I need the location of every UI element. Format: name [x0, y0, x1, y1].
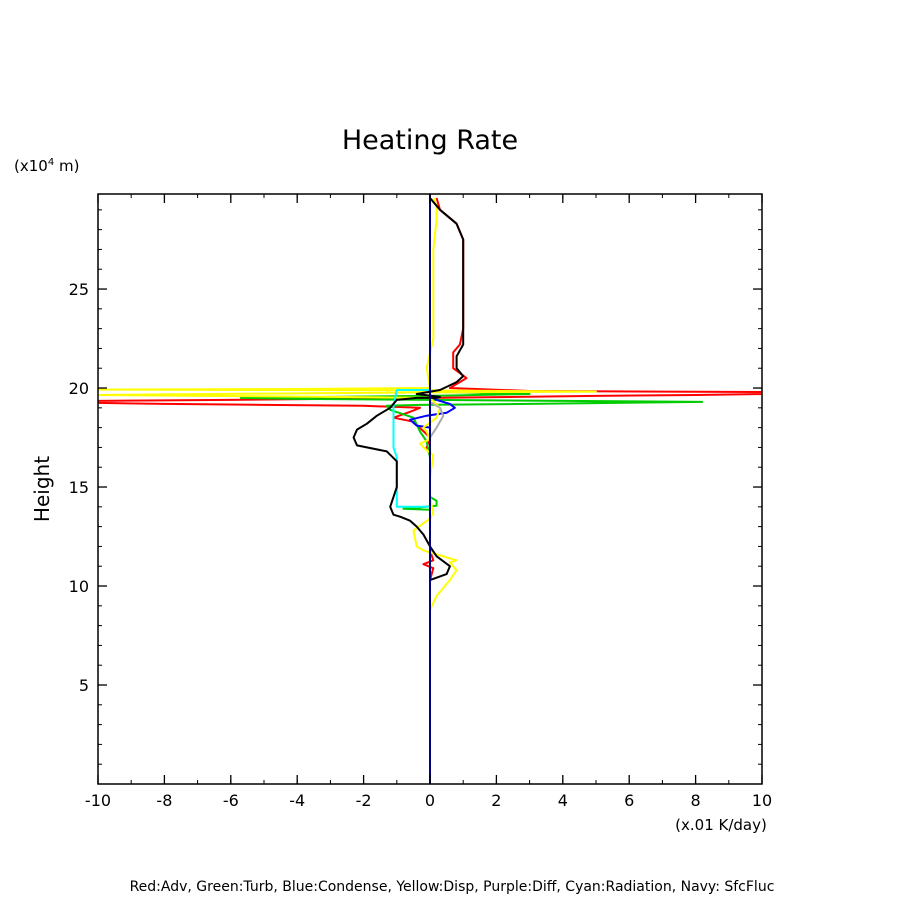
y-tick-label: 25 — [69, 280, 89, 299]
y-unit-label: (x104 m) — [14, 157, 79, 175]
axes: -10 -8 -6 -4 -2 0 2 4 6 8 10 5 10 15 20 25 — [69, 193, 772, 810]
x-tick-label: 0 — [425, 791, 435, 810]
series-line-4 — [98, 197, 597, 784]
x-tick-label: 10 — [752, 791, 772, 810]
series-line-5 — [392, 389, 431, 509]
x-tick-label: 4 — [558, 791, 568, 810]
series-line-7 — [352, 197, 465, 618]
y-tick-label: 10 — [69, 577, 89, 596]
x-tick-label: 6 — [624, 791, 634, 810]
y-unit-suffix: m) — [54, 157, 79, 175]
x-tick-label: -8 — [156, 791, 172, 810]
series-line-2 — [239, 384, 704, 511]
y-unit-prefix: (x10 — [14, 157, 48, 175]
x-tick-label: 8 — [691, 791, 701, 810]
x-tick-label: -4 — [289, 791, 305, 810]
y-tick-label: 20 — [69, 379, 89, 398]
series-line-6 — [429, 401, 445, 439]
x-tick-label: -6 — [223, 791, 239, 810]
x-tick-label: -2 — [356, 791, 372, 810]
y-axis-label: Height — [30, 456, 54, 522]
x-tick-label: 2 — [491, 791, 501, 810]
legend-text: Red:Adv, Green:Turb, Blue:Condense, Yell… — [130, 879, 775, 895]
y-unit-exponent: 4 — [48, 157, 54, 168]
chart-title: Heating Rate — [342, 125, 518, 156]
x-tick-label: -10 — [85, 791, 111, 810]
plot-area — [98, 194, 762, 784]
y-tick-label: 5 — [79, 676, 89, 695]
y-tick-label: 15 — [69, 478, 89, 497]
x-unit-label: (x.01 K/day) — [675, 816, 767, 834]
